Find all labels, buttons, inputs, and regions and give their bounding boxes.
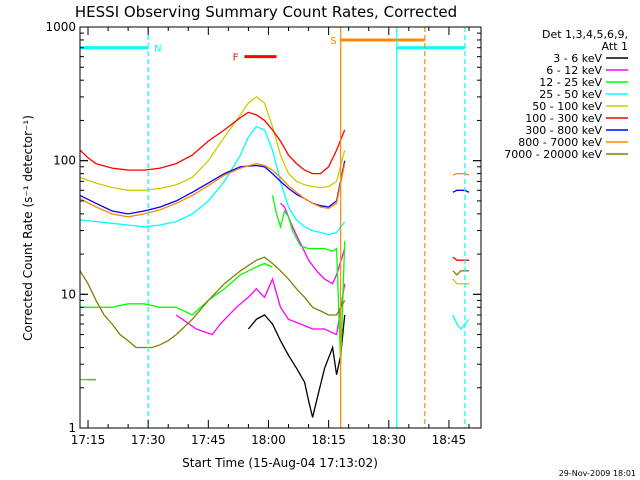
series-line-25-50-kev-0 — [79, 125, 346, 236]
legend-header-1: Att 1 — [602, 40, 628, 53]
series-12-25-kev — [80, 195, 346, 381]
series-line-6-12-kev-1 — [280, 202, 346, 285]
plot-frame — [79, 26, 482, 429]
x-tick-label: 18:45 — [432, 433, 467, 447]
y-axis-label: Corrected Count Rate (s⁻¹ detector⁻¹) — [21, 115, 35, 341]
chart-title: HESSI Observing Summary Count Rates, Cor… — [75, 3, 457, 21]
legend-label-100-300-kev: 100 - 300 keV — [525, 112, 602, 125]
series-25-50-kev — [79, 125, 470, 331]
x-tick-label: 18:30 — [371, 433, 406, 447]
series-line-3-6-kev-1 — [247, 314, 346, 418]
status-bars: N S F — [80, 36, 465, 64]
x-tick-label: 17:15 — [71, 433, 106, 447]
status-label-n: N — [154, 44, 161, 55]
series-line-300-800-kev-1 — [452, 189, 470, 193]
series-line-100-300-kev-1 — [452, 256, 469, 261]
legend-label-12-25-kev: 12 - 25 keV — [539, 76, 602, 89]
series-line-6-12-kev-0 — [175, 277, 346, 336]
y-tick-label: 1 — [68, 421, 76, 435]
vertical-markers — [147, 27, 466, 428]
legend-label-800-7000-kev: 800 - 7000 keV — [518, 136, 602, 149]
series-line-12-25-kev-1 — [80, 262, 273, 316]
plot-data — [79, 96, 470, 418]
legend-header-0: Det 1,3,4,5,6,9, — [542, 28, 628, 41]
series-line-50-100-kev-1 — [452, 278, 469, 285]
series-line-50-100-kev-0 — [79, 96, 346, 191]
series-line-800-7000-kev-1 — [452, 172, 470, 176]
y-tick-label: 1000 — [45, 20, 76, 34]
timestamp: 29-Nov-2009 18:01 — [559, 469, 636, 478]
legend-label-300-800-kev: 300 - 800 keV — [525, 124, 602, 137]
series-line-100-300-kev-0 — [79, 111, 346, 175]
x-tick-label: 18:00 — [251, 433, 286, 447]
series-50-100-kev — [79, 96, 469, 285]
series-6-12-kev — [175, 202, 346, 336]
y-axis: 1 10 100 1000 — [45, 20, 481, 435]
legend-label-7000-20000-kev: 7000 - 20000 keV — [504, 148, 602, 161]
series-line-12-25-kev-2 — [271, 195, 346, 365]
x-axis: 17:15 17:30 17:45 18:00 18:15 18:30 18:45 — [71, 27, 470, 447]
series-3-6-kev — [88, 314, 346, 418]
x-tick-label: 17:45 — [191, 433, 226, 447]
series-7000-20000-kev — [79, 256, 469, 349]
x-tick-label: 18:15 — [311, 433, 346, 447]
legend-label-6-12-kev: 6 - 12 keV — [546, 64, 602, 77]
series-100-300-kev — [79, 111, 469, 261]
x-axis-label: Start Time (15-Aug-04 17:13:02) — [182, 456, 378, 470]
series-line-25-50-kev-1 — [452, 314, 470, 331]
series-line-7000-20000-kev-0 — [79, 256, 346, 349]
y-tick-label: 100 — [53, 154, 76, 168]
legend-label-50-100-kev: 50 - 100 keV — [532, 100, 602, 113]
series-800-7000-kev — [79, 162, 470, 218]
status-label-f: F — [233, 53, 239, 64]
legend-label-25-50-kev: 25 - 50 keV — [539, 88, 602, 101]
series-line-7000-20000-kev-1 — [452, 270, 469, 276]
series-line-800-7000-kev-0 — [79, 162, 346, 218]
status-label-s: S — [330, 36, 336, 47]
x-tick-label: 17:30 — [131, 433, 166, 447]
y-tick-label: 10 — [61, 287, 76, 301]
legend-label-3-6-kev: 3 - 6 keV — [553, 52, 602, 65]
